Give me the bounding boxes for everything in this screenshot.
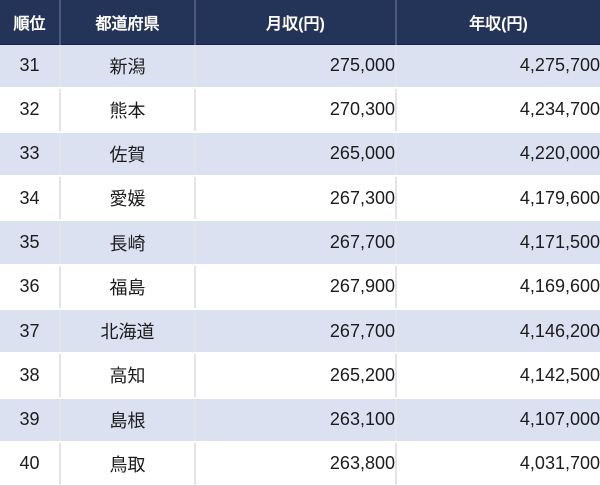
cell-prefecture: 福島: [60, 264, 196, 311]
cell-prefecture: 新潟: [60, 44, 196, 89]
cell-monthly: 263,800: [195, 441, 397, 486]
cell-monthly: 267,900: [195, 264, 397, 311]
cell-rank: 40: [0, 441, 61, 486]
cell-annual: 4,234,700: [396, 87, 600, 133]
cell-annual: 4,146,200: [396, 309, 600, 355]
cell-monthly: 265,000: [195, 131, 397, 178]
cell-annual: 4,171,500: [396, 220, 600, 266]
cell-prefecture: 熊本: [60, 87, 196, 133]
column-header-rank: 順位: [0, 0, 61, 45]
table-row: 40 鳥取 263,800 4,031,700: [0, 441, 600, 486]
cell-prefecture: 長崎: [60, 220, 196, 266]
cell-monthly: 263,100: [195, 397, 397, 443]
table-row: 32 熊本 270,300 4,234,700: [0, 87, 600, 133]
table-row: 38 高知 265,200 4,142,500: [0, 353, 600, 399]
cell-monthly: 267,300: [195, 176, 397, 222]
cell-annual: 4,179,600: [396, 176, 600, 222]
cell-monthly: 267,700: [195, 220, 397, 266]
cell-monthly: 270,300: [195, 87, 397, 133]
cell-annual: 4,031,700: [396, 441, 600, 486]
cell-prefecture: 高知: [60, 353, 196, 399]
header-row: 順位 都道府県 月収(円) 年収(円): [0, 0, 600, 45]
cell-rank: 33: [0, 131, 61, 178]
cell-rank: 37: [0, 309, 61, 355]
table-row: 37 北海道 267,700 4,146,200: [0, 309, 600, 355]
cell-rank: 39: [0, 397, 61, 443]
cell-prefecture: 北海道: [60, 309, 196, 355]
cell-prefecture: 佐賀: [60, 131, 196, 178]
cell-rank: 35: [0, 220, 61, 266]
column-header-prefecture: 都道府県: [60, 0, 196, 45]
cell-annual: 4,275,700: [396, 44, 600, 89]
column-header-monthly: 月収(円): [195, 0, 397, 45]
column-header-annual: 年収(円): [396, 0, 600, 45]
table-row: 33 佐賀 265,000 4,220,000: [0, 131, 600, 178]
cell-rank: 34: [0, 176, 61, 222]
cell-prefecture: 鳥取: [60, 441, 196, 486]
table-row: 34 愛媛 267,300 4,179,600: [0, 176, 600, 222]
cell-annual: 4,169,600: [396, 264, 600, 311]
cell-monthly: 267,700: [195, 309, 397, 355]
table-row: 39 島根 263,100 4,107,000: [0, 397, 600, 443]
cell-prefecture: 島根: [60, 397, 196, 443]
table-row: 31 新潟 275,000 4,275,700: [0, 44, 600, 89]
table-row: 35 長崎 267,700 4,171,500: [0, 220, 600, 266]
cell-prefecture: 愛媛: [60, 176, 196, 222]
cell-monthly: 275,000: [195, 44, 397, 89]
cell-monthly: 265,200: [195, 353, 397, 399]
cell-rank: 36: [0, 264, 61, 311]
table-header: 順位 都道府県 月収(円) 年収(円): [0, 0, 600, 45]
cell-annual: 4,107,000: [396, 397, 600, 443]
cell-rank: 32: [0, 87, 61, 133]
cell-annual: 4,220,000: [396, 131, 600, 178]
cell-annual: 4,142,500: [396, 353, 600, 399]
table-body: 31 新潟 275,000 4,275,700 32 熊本 270,300 4,…: [0, 44, 600, 486]
table-row: 36 福島 267,900 4,169,600: [0, 264, 600, 311]
cell-rank: 31: [0, 44, 61, 89]
cell-rank: 38: [0, 353, 61, 399]
